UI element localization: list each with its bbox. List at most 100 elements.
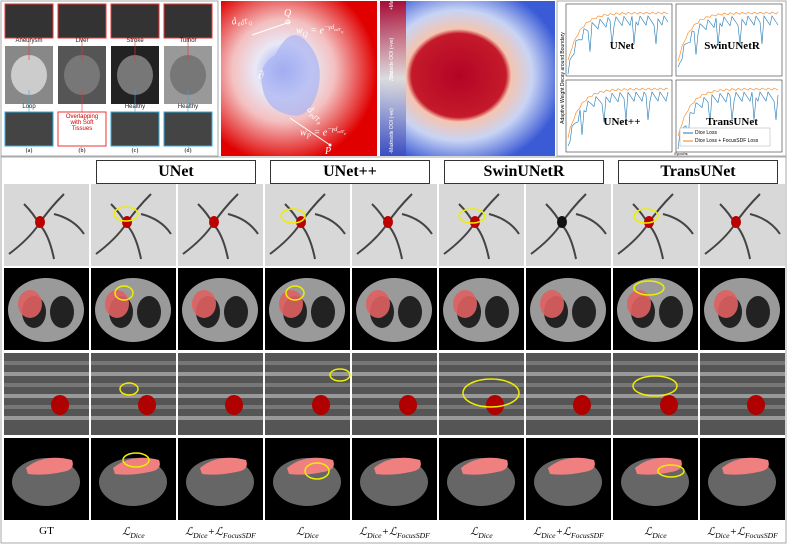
image-cell <box>439 353 524 435</box>
top-label: Aneurysm <box>15 38 43 44</box>
mask <box>18 290 42 318</box>
mask <box>279 290 303 318</box>
organ <box>117 55 153 95</box>
mask <box>287 457 334 475</box>
mask <box>635 457 682 475</box>
model-header: UNet++ <box>270 160 430 184</box>
case-image <box>57 3 107 39</box>
column-label: ℒDice <box>259 525 356 540</box>
case-image <box>4 3 54 39</box>
model-header: UNet <box>96 160 256 184</box>
mask <box>486 395 504 415</box>
image-cell <box>4 268 89 350</box>
tissue-band <box>265 416 350 420</box>
tissue-band <box>352 405 437 409</box>
tissue-band <box>91 394 176 398</box>
math-subscript: Dice <box>130 531 145 541</box>
panel-a-images <box>4 3 213 147</box>
focussdf-curve <box>677 87 779 137</box>
math-symbol: ℒ <box>215 526 223 538</box>
tissue-band <box>526 361 611 365</box>
tissue-band <box>265 394 350 398</box>
case-image <box>163 111 213 147</box>
image-cell <box>265 353 351 435</box>
image-cell <box>178 184 263 266</box>
colorbar <box>380 1 406 156</box>
error-highlight <box>113 206 139 222</box>
mask <box>200 457 247 475</box>
tissue-band <box>439 394 524 398</box>
mask <box>644 216 654 228</box>
image-cell <box>178 438 263 520</box>
column-label: ℒDice <box>433 525 530 540</box>
image-cell <box>700 268 785 350</box>
bottom-label: Overlapping with Soft Tissues <box>65 114 99 132</box>
math-exponent-base: −γd <box>323 24 335 31</box>
mask <box>399 395 417 415</box>
image-cell <box>526 438 611 520</box>
tissue-band <box>439 383 524 387</box>
math-subscript: Dice <box>541 531 556 541</box>
image-cell <box>439 268 524 350</box>
math-subscript: Dice <box>652 531 667 541</box>
math-symbol: + <box>729 526 738 538</box>
tissue-band <box>526 405 611 409</box>
caption: (a) <box>25 148 33 154</box>
organ <box>170 55 206 95</box>
lung <box>311 296 335 328</box>
error-highlight <box>122 452 150 468</box>
column-label: ℒDice <box>607 525 704 540</box>
mask <box>138 395 156 415</box>
tissue-band <box>613 361 698 365</box>
dice-loss-curve <box>677 91 779 150</box>
tissue-band <box>91 383 176 387</box>
mask <box>312 395 330 415</box>
math-symbol: + <box>381 526 390 538</box>
image-cell <box>352 268 437 350</box>
tissue-band <box>613 405 698 409</box>
distance-line <box>289 117 331 146</box>
error-highlight <box>633 208 659 224</box>
tissue-band <box>613 383 698 387</box>
tissue-band <box>4 416 89 420</box>
error-highlight <box>119 382 139 396</box>
column-label: ℒDice+ℒFocusSDF <box>694 525 787 540</box>
tissue-band <box>700 372 785 376</box>
image-cell <box>526 353 611 435</box>
tissue-band <box>91 416 176 420</box>
top-label: Stroke <box>126 38 144 44</box>
math-symbol: ℒ <box>533 526 542 538</box>
point-p <box>328 143 332 147</box>
mask <box>51 395 69 415</box>
model-header: SwinUNetR <box>444 160 604 184</box>
tissue-band <box>4 394 89 398</box>
column-label: ℒDice+ℒFocusSDF <box>172 525 269 540</box>
tissue-band <box>526 394 611 398</box>
tissue-band <box>526 383 611 387</box>
mask <box>192 290 216 318</box>
lung <box>398 296 422 328</box>
tissue-band <box>91 405 176 409</box>
mask <box>557 216 567 228</box>
image-cell <box>526 184 611 266</box>
tissue-band <box>265 361 350 365</box>
tissue-band <box>265 372 350 376</box>
mask <box>548 457 595 475</box>
bottom-label: Loop <box>22 104 36 110</box>
mask <box>540 290 564 318</box>
math-subscript: P <box>344 132 347 137</box>
image-cell <box>613 438 698 520</box>
math-symbol: w <box>296 25 303 37</box>
image-cell <box>352 438 437 520</box>
tissue-band <box>352 372 437 376</box>
caption: (d) <box>184 148 192 154</box>
tissue-band <box>439 405 524 409</box>
math-subscript: edTP <box>337 129 347 137</box>
image-cell <box>613 268 698 350</box>
tissue-band <box>265 383 350 387</box>
tissue-band <box>178 361 263 365</box>
panel-d-plots <box>565 3 783 153</box>
lung <box>50 296 74 328</box>
mask <box>35 216 45 228</box>
